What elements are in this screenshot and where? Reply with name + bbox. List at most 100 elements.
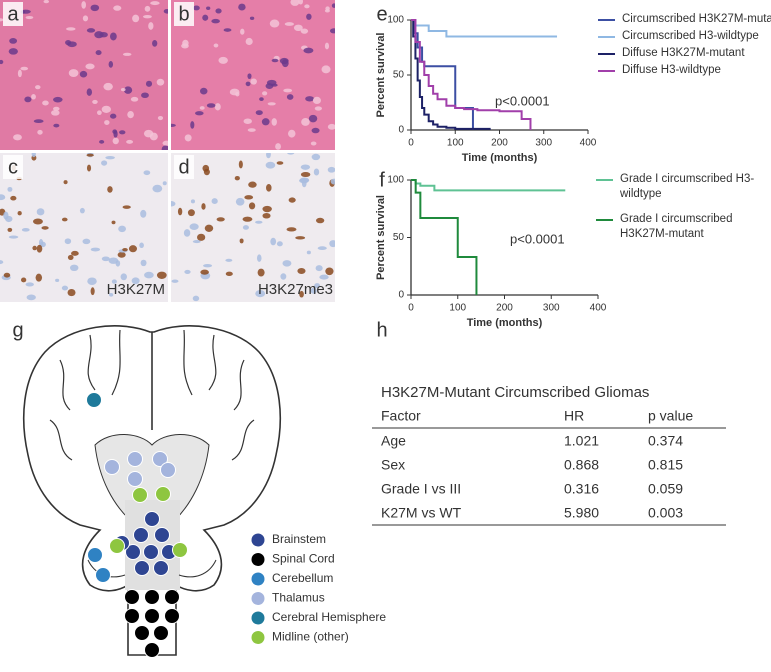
cell: [7, 186, 13, 192]
cell: [8, 235, 19, 239]
cell: [182, 39, 189, 47]
cell: [67, 289, 76, 297]
panel-label: h: [376, 319, 387, 341]
cell: [192, 295, 200, 302]
location-dot: [154, 527, 170, 543]
label-box: [3, 155, 23, 179]
cell: [145, 80, 153, 87]
cell: [111, 220, 116, 225]
cell: [286, 227, 297, 232]
cell: [189, 223, 199, 230]
stain-label: H3K27me3: [258, 281, 333, 298]
cell: [55, 278, 60, 283]
cell: [248, 202, 256, 210]
panel-label: a: [7, 3, 19, 25]
table-cell: Grade I vs III: [381, 481, 461, 497]
cell: [262, 205, 272, 213]
y-tick-label: 50: [393, 232, 405, 243]
cell: [94, 31, 104, 39]
location-dot: [144, 642, 160, 658]
cell: [119, 130, 126, 135]
location-dot: [109, 538, 125, 554]
cell: [317, 246, 327, 251]
cell: [157, 115, 164, 121]
cell: [8, 48, 18, 55]
legend-label: Cerebral Hemisphere: [272, 610, 386, 624]
label-box: [174, 155, 194, 179]
cell: [330, 178, 335, 185]
cell: [327, 166, 335, 173]
location-dot: [132, 487, 148, 503]
cell: [101, 256, 110, 262]
cell: [262, 91, 268, 96]
cell: [112, 129, 118, 134]
cell: [108, 60, 114, 68]
cell: [111, 279, 117, 284]
survival-curve: [411, 19, 491, 130]
cell: [109, 113, 117, 119]
cell: [283, 88, 293, 93]
cell: [184, 269, 191, 274]
cell: [301, 118, 310, 126]
cell: [92, 99, 98, 104]
cell: [297, 268, 306, 274]
table-cell: 5.980: [564, 505, 599, 521]
cell: [271, 118, 277, 126]
cell: [126, 139, 134, 144]
cell: [24, 96, 32, 103]
table-cell: 0.316: [564, 481, 599, 497]
cell: [177, 207, 183, 216]
location-dot: [144, 511, 160, 527]
legend-dot: [251, 631, 265, 644]
cell: [306, 13, 312, 20]
cell: [0, 194, 6, 201]
legend-label: Grade I circumscribed H3-wildtype: [620, 173, 755, 200]
cell: [304, 4, 310, 9]
cell: [306, 250, 311, 255]
table-cell: Sex: [381, 457, 405, 473]
table-title: H3K27M-Mutant Circumscribed Gliomas: [381, 384, 649, 401]
cell: [271, 58, 279, 63]
cell: [183, 229, 191, 237]
cell: [288, 197, 296, 203]
cell: [7, 227, 13, 232]
panel-label: e: [376, 3, 387, 25]
cell: [324, 42, 330, 50]
cell: [282, 260, 292, 267]
cell: [101, 105, 111, 113]
cell: [225, 258, 233, 262]
cell: [225, 271, 233, 276]
cell: [110, 32, 117, 41]
cell: [163, 8, 168, 14]
cell: [247, 128, 256, 132]
survival-curve: [411, 179, 478, 295]
cell: [42, 100, 49, 106]
cell: [101, 160, 108, 166]
cell: [331, 3, 335, 8]
legend-label: Grade I circumscribed H3K27M-mutant: [620, 213, 733, 240]
cell: [211, 198, 218, 205]
location-dot: [134, 625, 150, 641]
cell: [215, 8, 222, 14]
cell: [85, 63, 95, 70]
cell: [120, 88, 126, 92]
cell: [10, 195, 17, 201]
cell: [299, 178, 309, 184]
cell: [69, 264, 79, 272]
cell: [239, 238, 244, 244]
cell: [33, 119, 44, 124]
table-cell: 1.021: [564, 433, 599, 449]
cell: [26, 294, 36, 301]
cell: [104, 120, 110, 125]
legend-dot: [251, 592, 265, 605]
table-cell: 0.059: [648, 481, 683, 497]
cell: [275, 143, 281, 150]
x-tick-label: 400: [590, 303, 607, 314]
cell: [204, 224, 214, 232]
cell: [281, 59, 289, 68]
panel-label: f: [379, 169, 385, 191]
cell: [64, 238, 72, 245]
legend-dot: [251, 572, 265, 586]
stain-label: H3K27M: [107, 281, 165, 298]
